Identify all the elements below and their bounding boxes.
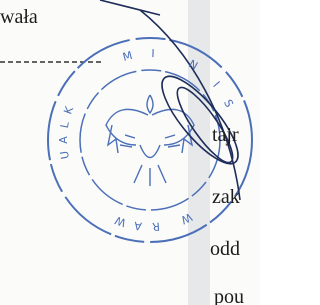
text-fragment: pou [214, 286, 244, 305]
stamp-letter: L [58, 120, 72, 129]
text-fragment: wała [0, 6, 38, 29]
stamp-letter: A [57, 136, 70, 144]
text-fragment: zak [212, 186, 240, 209]
stamp-letter: K [61, 104, 76, 116]
text-fragment: odd [210, 238, 240, 261]
stamp-eagle [106, 95, 194, 186]
stamp-letter: W [113, 213, 128, 229]
stamp-letter: S [221, 98, 236, 110]
stamp-letter: U [58, 150, 72, 160]
stamp-letter: I [210, 79, 222, 90]
text-fragment: tajr [212, 124, 239, 147]
stamp-letter: A [133, 219, 143, 233]
stamp-letter: R [151, 220, 160, 234]
stamp-letter: M [121, 49, 134, 64]
stamp-letter: I [151, 47, 155, 60]
